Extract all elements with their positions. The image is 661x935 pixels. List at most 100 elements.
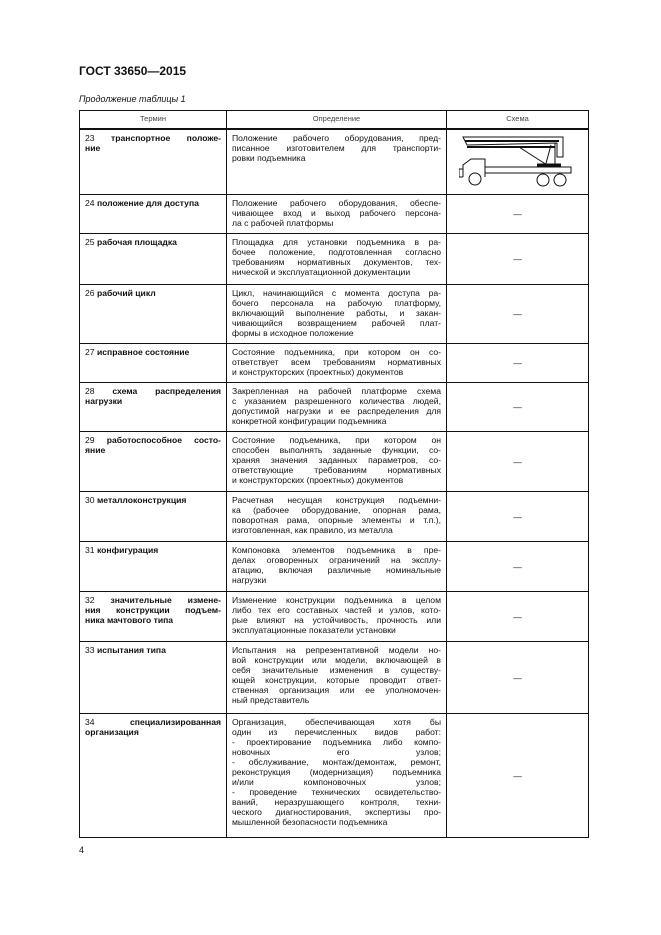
- scheme-cell: [446, 128, 589, 195]
- scheme-cell: —: [446, 491, 589, 542]
- scheme-dash: —: [513, 402, 522, 412]
- table-row: 29 работоспособное состо-яние Состояние п…: [79, 431, 589, 492]
- definition-line: ответствует всем требованиям нормативных: [232, 357, 441, 367]
- table-row: 34 специализированная организация Организа…: [79, 713, 589, 838]
- term-cell: 28 схема распределения нагрузки: [79, 382, 227, 432]
- scheme-dash: —: [513, 511, 522, 522]
- term-line: 28 схема распределения: [85, 386, 221, 396]
- term-line: 27 исправное состояние: [85, 347, 221, 357]
- term-text: конфигурация: [96, 545, 159, 555]
- term-cell: 32 значительные измене-ния конструкции п…: [79, 591, 227, 642]
- term-text: нагрузки: [85, 396, 123, 406]
- definition-line: рые влияют на устойчивость, прочность ил…: [232, 615, 441, 625]
- term-text: ника мачтового типа: [85, 615, 174, 625]
- term-line: 26 рабочий цикл: [85, 288, 221, 298]
- scheme-cell: —: [446, 713, 589, 838]
- term-line: нагрузки: [85, 396, 221, 406]
- column-header-scheme: Схема: [446, 110, 589, 130]
- definition-line: делах оговоренных ограничений на эксплу-: [232, 555, 441, 565]
- definition-line: храняя значения заданных параметров, со-: [232, 455, 441, 465]
- definition-line: Цикл, начинающийся с момента доступа ра-: [232, 288, 441, 298]
- term-cell: 27 исправное состояние: [79, 343, 227, 383]
- table-row: 25 рабочая площадка Площадка для установк…: [79, 233, 589, 285]
- table-row: 30 металлоконструкция Расчетная несущая к…: [79, 491, 589, 542]
- table-row: 28 схема распределения нагрузки Закрепленн…: [79, 382, 589, 432]
- term-line: 34 специализированная: [85, 717, 221, 727]
- term-line: 31 конфигурация: [85, 545, 221, 555]
- term-text: ния конструкции подъем-: [85, 605, 221, 615]
- scheme-dash: —: [513, 209, 522, 219]
- term-line: 23 транспортное положе-: [85, 133, 221, 143]
- term-text: специализированная: [129, 717, 221, 727]
- term-text: яние: [85, 445, 106, 455]
- term-cell: 31 конфигурация: [79, 541, 227, 592]
- definition-cell: Состояние подъемника, при котором он со-…: [226, 343, 447, 383]
- definition-line: с указанием разрешенного количества люде…: [232, 396, 441, 406]
- term-number: 27: [85, 347, 95, 357]
- truck-transport-position-diagram: [458, 136, 571, 187]
- term-cell: 30 металлоконструкция: [79, 491, 227, 542]
- term-line: 33 испытания типа: [85, 645, 221, 655]
- document-title: ГОСТ 33650—2015: [79, 64, 187, 78]
- definition-line: Состояние подъемника, при котором он со-: [232, 347, 441, 357]
- scheme-cell: —: [446, 233, 589, 285]
- term-number: 33: [85, 645, 95, 655]
- definition-line: допустимой нагрузки и ее распределения д…: [232, 406, 441, 416]
- definition-line: ный представитель: [232, 695, 310, 705]
- definition-line: ровки подъемника: [232, 153, 306, 163]
- term-cell: 29 работоспособное состо-яние: [79, 431, 227, 492]
- definition-line: формы в исходное положение: [232, 328, 354, 338]
- scheme-dash: —: [513, 611, 522, 622]
- term-line: 25 рабочая площадка: [85, 237, 221, 247]
- definition-line: ла с рабочей платформы: [232, 218, 334, 228]
- term-cell: 33 испытания типа: [79, 641, 227, 714]
- definition-line: требованиям нормативных документов, тех-: [232, 257, 441, 267]
- definition-line: ваний, неразрушающего контроля, техни-: [232, 797, 441, 807]
- term-line: ника мачтового типа: [85, 615, 221, 625]
- scheme-dash: —: [513, 254, 522, 264]
- definition-line: ческого диагностирования, экспертизы про…: [232, 807, 441, 817]
- table-row: 33 испытания типа Испытания на репрезента…: [79, 641, 589, 714]
- definition-line: новочных его узлов;: [232, 747, 441, 757]
- term-line: 29 работоспособное состо-: [85, 435, 221, 445]
- definition-line: Положение рабочего оборудования, пред-: [232, 133, 441, 143]
- definition-line: Испытания на репрезентативной модели но-: [232, 645, 441, 655]
- term-line: 30 металлоконструкция: [85, 495, 221, 505]
- definition-cell: Площадка для установки подъемника в ра-б…: [226, 233, 447, 285]
- definition-line: мышленной безопасности подъемника: [232, 817, 388, 827]
- definition-line: - проведение технических освидетельство-: [232, 787, 441, 797]
- table-row: 27 исправное состояние Состояние подъемни…: [79, 343, 589, 383]
- definition-line: Закрепленная на рабочей платформе схема: [232, 386, 441, 396]
- definition-line: бочего персонала на рабочую платформу,: [232, 298, 441, 308]
- definition-line: ка (рабочее оборудование, опорная рама,: [232, 505, 441, 515]
- definition-cell: Закрепленная на рабочей платформе схема с…: [226, 382, 447, 432]
- scheme-cell: —: [446, 641, 589, 714]
- definition-line: и/или компоновочных узлов;: [232, 777, 441, 787]
- term-cell: 34 специализированная организация: [79, 713, 227, 838]
- scheme-dash: —: [513, 358, 522, 368]
- term-line: 24 положение для доступа: [85, 198, 221, 208]
- definition-cell: Цикл, начинающийся с момента доступа ра-…: [226, 284, 447, 344]
- definition-cell: Компоновка элементов подъемника в пре-де…: [226, 541, 447, 592]
- term-text: испытания типа: [96, 645, 166, 655]
- table-row: 32 значительные измене-ния конструкции п…: [79, 591, 589, 642]
- term-number: 23: [85, 133, 95, 143]
- scheme-dash: —: [513, 561, 522, 572]
- definition-line: и конструкторских (проектных) документов: [232, 475, 404, 485]
- table-row: 24 положение для доступа Положение рабоче…: [79, 194, 589, 234]
- table-row: 31 конфигурация Компоновка элементов подъ…: [79, 541, 589, 592]
- definition-line: писанное изготовителем для транспорти-: [232, 143, 441, 153]
- term-number: 29: [85, 435, 95, 445]
- definition-line: нагрузки: [232, 575, 267, 585]
- definition-line: ответствующие требованиям нормативных: [232, 465, 441, 475]
- definition-line: Организация, обеспечивающая хотя бы: [232, 717, 441, 727]
- definition-line: - проектирование подъемника либо компо-: [232, 737, 441, 747]
- term-text: рабочая площадка: [96, 237, 177, 247]
- term-text: схема распределения: [112, 386, 222, 396]
- table-row: 23 транспортное положе-ние Положение рабо…: [79, 128, 589, 195]
- definition-line: ющей конструкции, которые проводит ответ…: [232, 675, 441, 685]
- page-number: 4: [79, 845, 85, 855]
- definition-line: Изменение конструкции подъемника в целом: [232, 595, 441, 605]
- definition-line: поворотная рама, опорные элементы и т.п.…: [232, 515, 441, 525]
- definition-line: Расчетная несущая конструкция подъемни-: [232, 495, 441, 505]
